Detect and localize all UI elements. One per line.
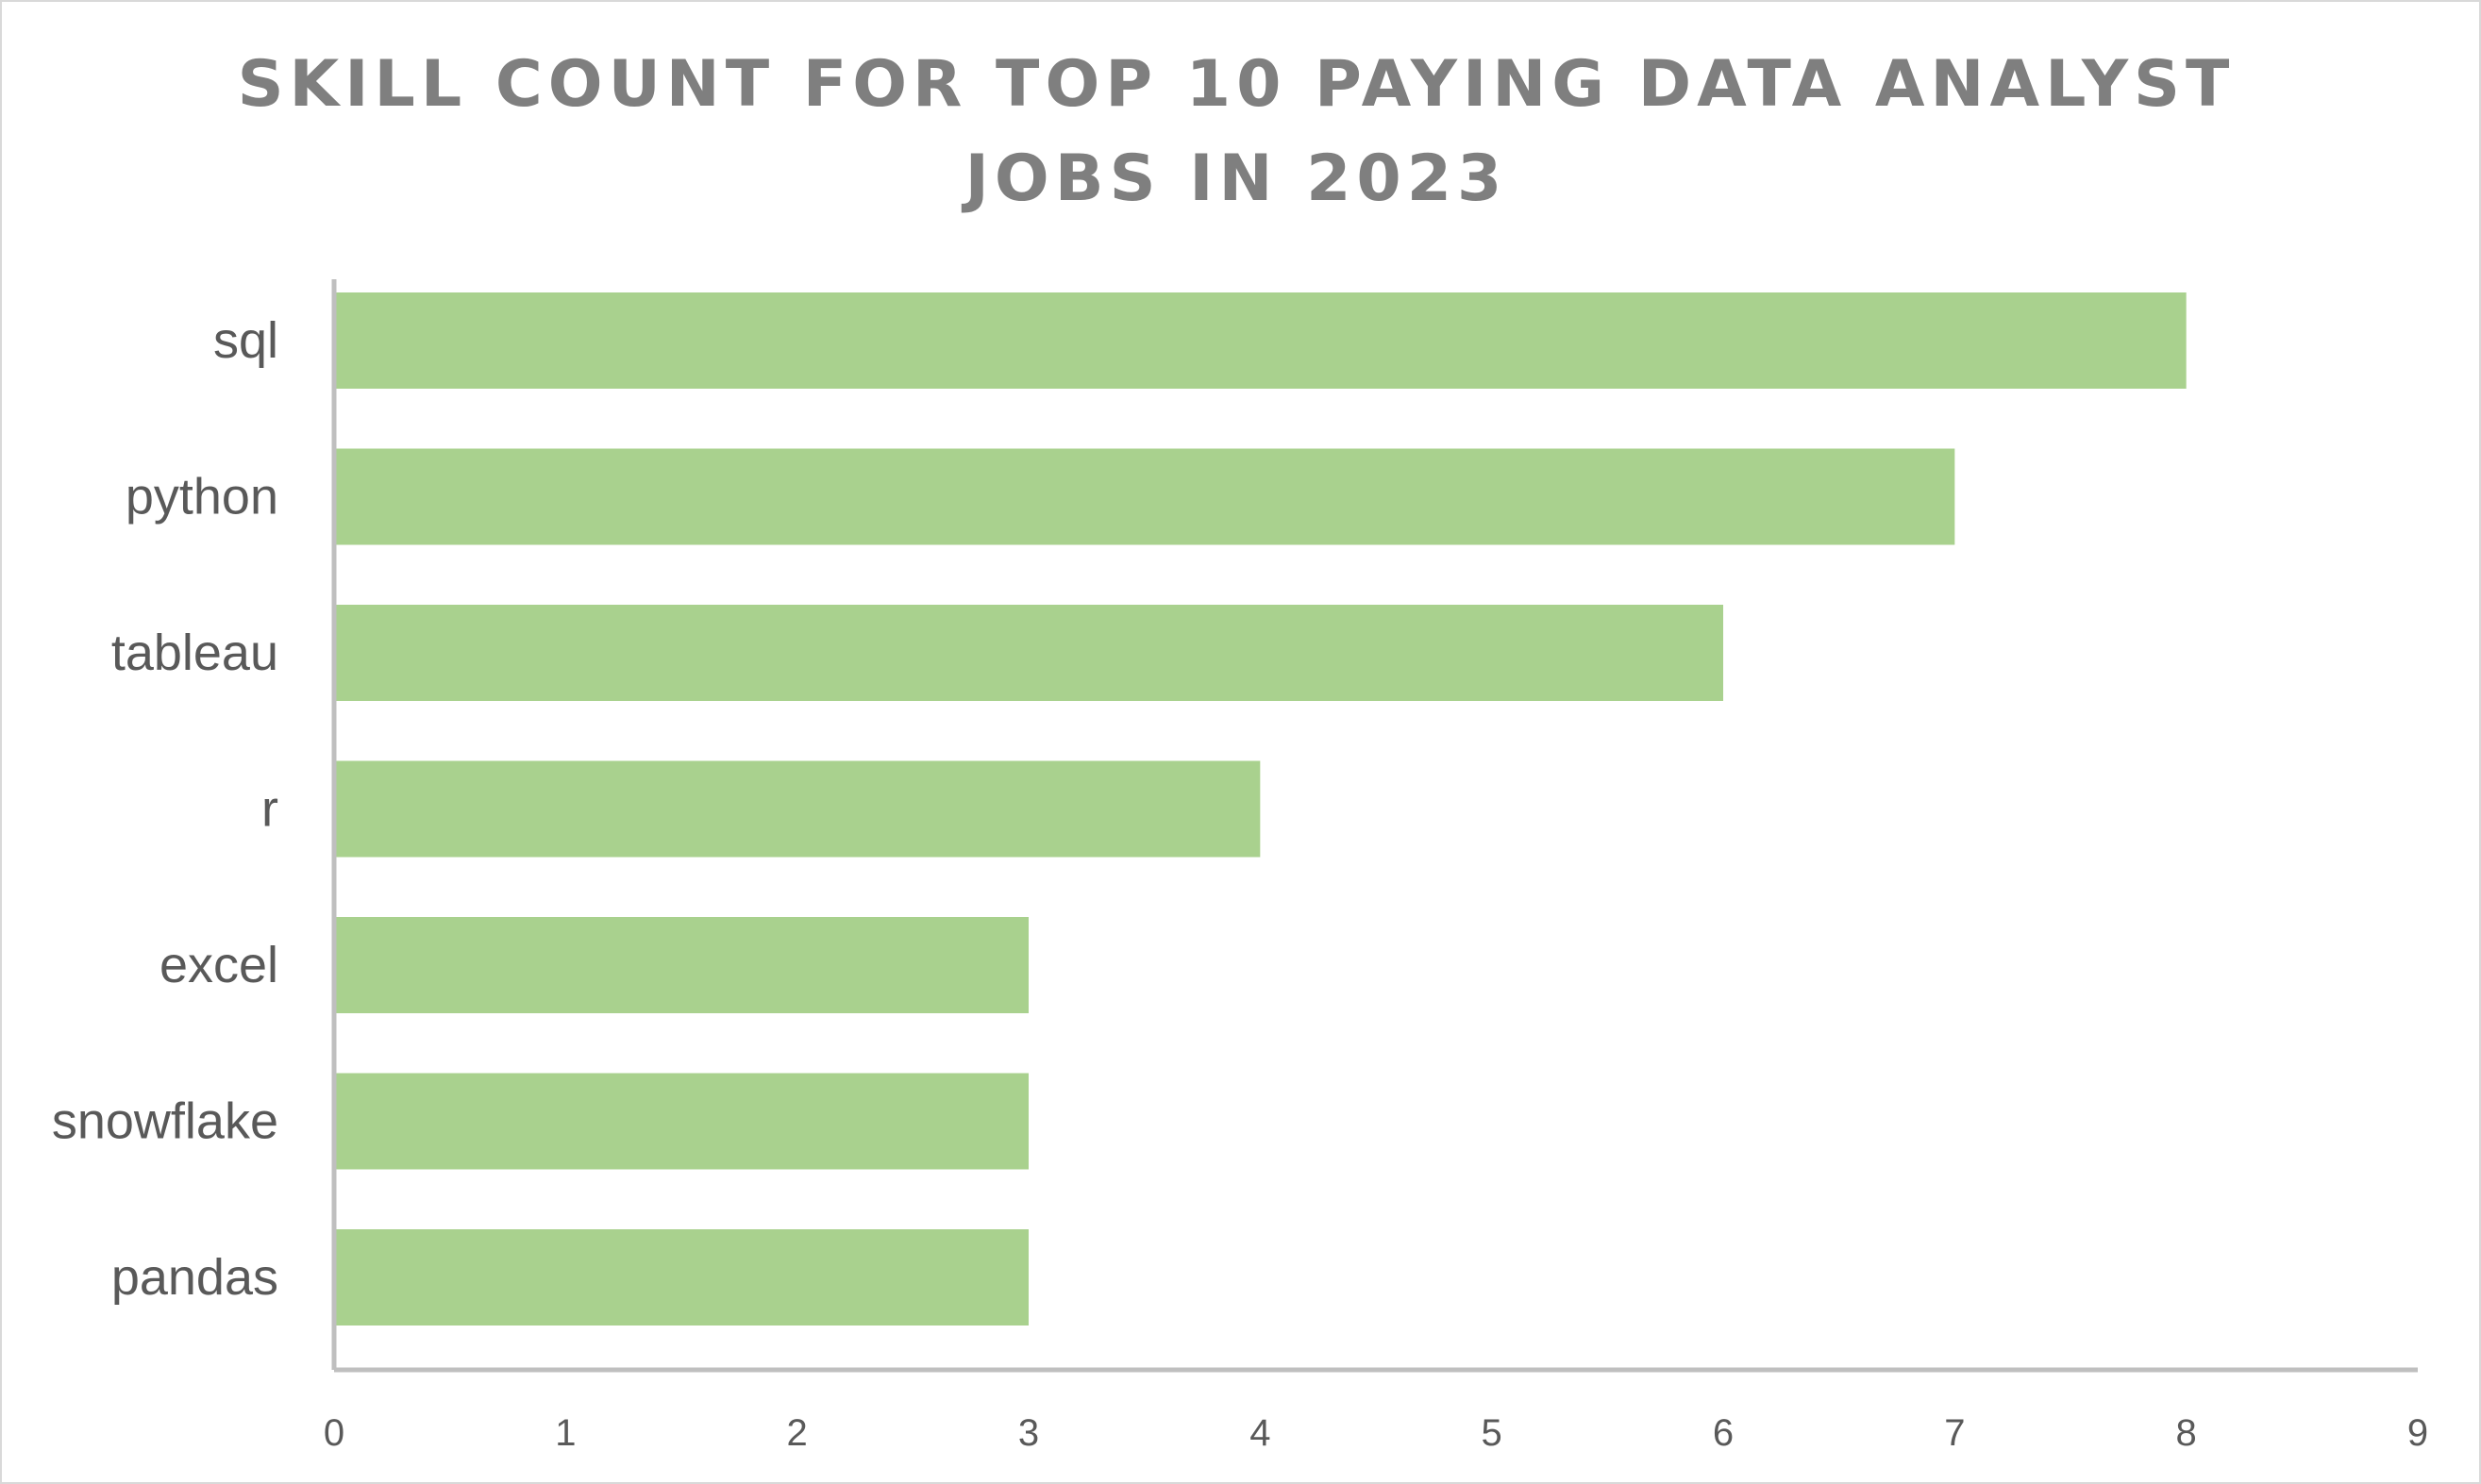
bar-tableau — [336, 605, 1723, 701]
category-label-snowflake: snowflake — [52, 1093, 278, 1150]
bar-group — [336, 292, 2187, 1326]
category-label-pandas: pandas — [111, 1249, 278, 1306]
bar-excel — [336, 917, 1029, 1013]
x-tick-label-4: 4 — [1249, 1412, 1270, 1454]
x-tick-label-1: 1 — [555, 1412, 576, 1454]
bar-snowflake — [336, 1073, 1029, 1170]
x-tick-label-0: 0 — [324, 1412, 344, 1454]
category-label-tableau: tableau — [111, 625, 278, 681]
axes-group — [331, 279, 2418, 1373]
x-tick-label-3: 3 — [1018, 1412, 1039, 1454]
x-tick-labels: 0 1 2 3 4 5 6 7 8 9 — [324, 1412, 2428, 1454]
category-label-python: python — [126, 469, 278, 525]
x-tick-label-2: 2 — [787, 1412, 808, 1454]
x-tick-label-8: 8 — [2176, 1412, 2197, 1454]
bar-sql — [336, 292, 2187, 389]
x-tick-label-9: 9 — [2407, 1412, 2428, 1454]
category-labels: sql python tableau r excel snowflake pandas — [52, 312, 278, 1306]
category-label-sql: sql — [213, 312, 278, 369]
x-tick-label-6: 6 — [1713, 1412, 1734, 1454]
chart-title: SKILL COUNT FOR TOP 10 PAYING DATA ANALY… — [237, 47, 2236, 216]
bar-pandas — [336, 1229, 1029, 1326]
x-tick-label-7: 7 — [1944, 1412, 1965, 1454]
category-label-r: r — [261, 781, 278, 838]
bar-python — [336, 448, 1955, 545]
bar-r — [336, 760, 1261, 858]
category-label-excel: excel — [159, 937, 278, 993]
x-tick-label-5: 5 — [1482, 1412, 1502, 1454]
